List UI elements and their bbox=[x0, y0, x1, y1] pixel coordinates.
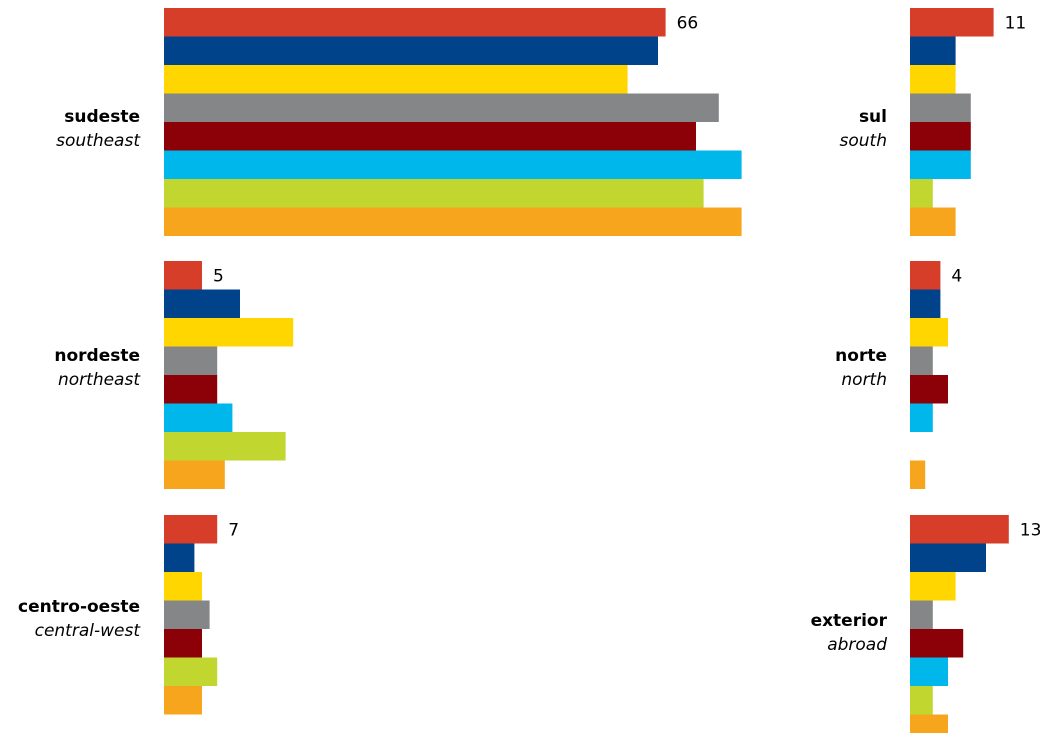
bar bbox=[910, 36, 956, 65]
bar bbox=[164, 657, 218, 686]
bar bbox=[910, 150, 971, 179]
bar bbox=[910, 543, 986, 572]
bar bbox=[164, 122, 696, 151]
value-label: 7 bbox=[228, 520, 239, 540]
bar bbox=[164, 460, 225, 489]
bar bbox=[164, 207, 742, 236]
bar bbox=[164, 572, 202, 601]
bar bbox=[910, 346, 933, 375]
panel-sudeste: sudeste southeast 66 bbox=[56, 8, 742, 236]
bar bbox=[164, 629, 202, 658]
panel-exterior: exterior abroad 13 bbox=[811, 515, 1042, 733]
bar bbox=[910, 93, 971, 122]
bar bbox=[910, 8, 994, 37]
region-label-pt: exterior bbox=[811, 611, 888, 631]
bar bbox=[164, 150, 742, 179]
bar bbox=[910, 572, 956, 601]
bar bbox=[164, 346, 218, 375]
value-label: 4 bbox=[951, 266, 962, 286]
panel-nordeste: nordeste northeast 5 bbox=[54, 261, 294, 489]
value-label: 5 bbox=[213, 266, 224, 286]
bar bbox=[910, 403, 933, 432]
bar bbox=[164, 179, 704, 208]
region-label-en: south bbox=[840, 131, 887, 151]
region-label-pt: nordeste bbox=[54, 346, 140, 366]
bar bbox=[910, 65, 956, 94]
bar-group bbox=[910, 8, 994, 236]
bar bbox=[164, 93, 719, 122]
bar bbox=[910, 122, 971, 151]
value-label: 66 bbox=[677, 13, 699, 33]
bar bbox=[164, 36, 658, 65]
bar bbox=[164, 318, 294, 347]
bar bbox=[910, 600, 933, 629]
bar bbox=[910, 179, 933, 208]
bar bbox=[164, 543, 195, 572]
bar bbox=[164, 375, 218, 404]
bar-group bbox=[164, 515, 218, 715]
region-label-en: northeast bbox=[58, 370, 141, 390]
bar bbox=[910, 289, 941, 318]
value-label: 13 bbox=[1020, 520, 1042, 540]
bar bbox=[910, 207, 956, 236]
panel-norte: norte north 4 bbox=[835, 261, 962, 489]
bar bbox=[910, 375, 948, 404]
region-label-en: abroad bbox=[827, 635, 887, 655]
bar bbox=[164, 432, 286, 461]
bar bbox=[910, 318, 948, 347]
bar bbox=[164, 403, 233, 432]
bar bbox=[910, 714, 948, 733]
region-label-en: southeast bbox=[56, 131, 141, 151]
bar bbox=[910, 686, 933, 715]
region-label-en: north bbox=[841, 370, 887, 390]
panel-sul: sul south 11 bbox=[840, 8, 1027, 236]
region-label-pt: sudeste bbox=[64, 107, 140, 127]
bar bbox=[164, 65, 628, 94]
bar bbox=[910, 657, 948, 686]
bar-group bbox=[910, 261, 948, 489]
bar bbox=[910, 460, 926, 489]
bar-group bbox=[164, 261, 294, 489]
bar bbox=[164, 515, 218, 544]
region-label-pt: norte bbox=[835, 346, 887, 366]
bar-group bbox=[910, 515, 1009, 733]
bar bbox=[164, 289, 240, 318]
region-label-pt: centro-oeste bbox=[18, 597, 140, 617]
bar bbox=[164, 600, 210, 629]
bar bbox=[164, 686, 202, 715]
region-label-en: central-west bbox=[35, 621, 142, 641]
bar bbox=[164, 8, 666, 37]
bar bbox=[910, 261, 941, 290]
bar-group bbox=[164, 8, 742, 236]
region-label-pt: sul bbox=[859, 107, 887, 127]
bar bbox=[910, 515, 1009, 544]
bar bbox=[910, 629, 964, 658]
panel-centro-oeste: centro-oeste central-west 7 bbox=[18, 515, 239, 715]
bar bbox=[164, 261, 202, 290]
value-label: 11 bbox=[1005, 13, 1027, 33]
